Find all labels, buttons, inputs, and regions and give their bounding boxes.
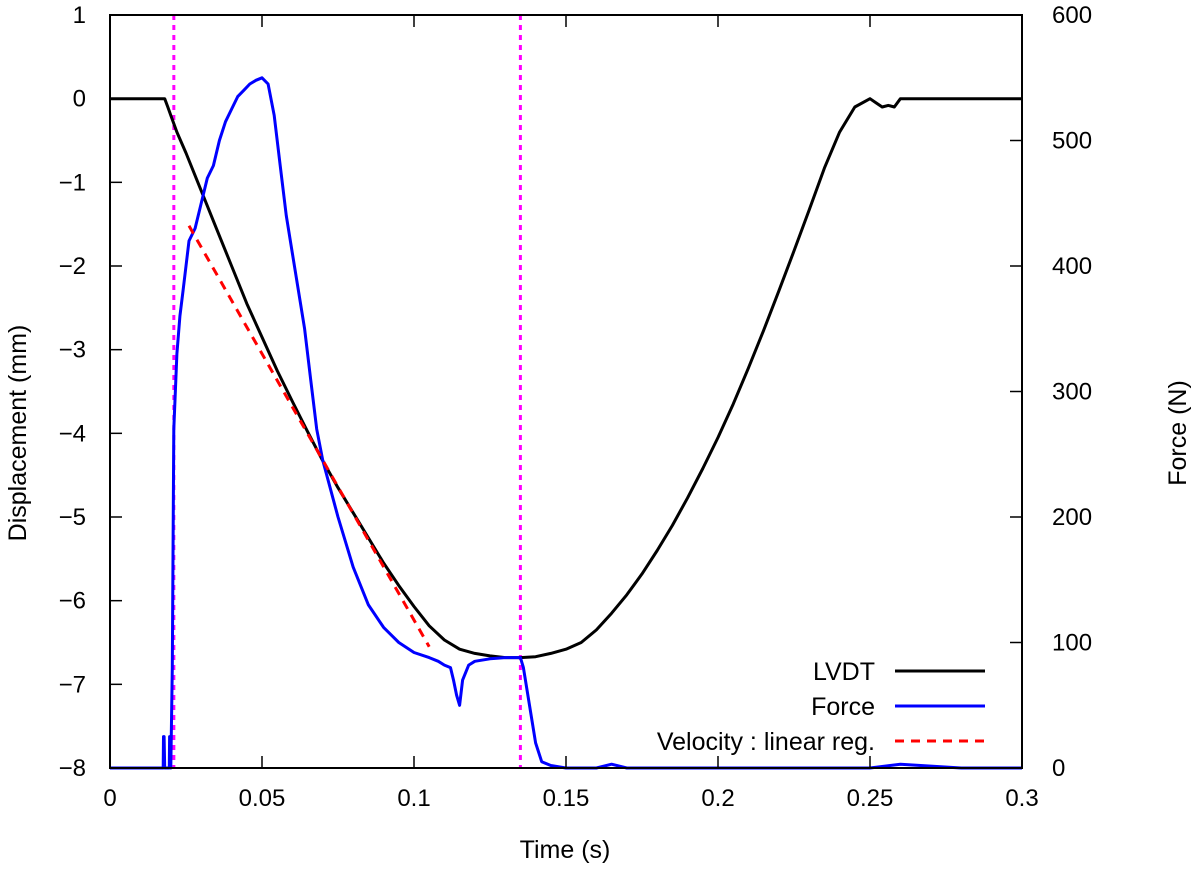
y-axis-title: Displacement (mm) (4, 325, 32, 542)
x-tick-label: 0.05 (239, 785, 286, 812)
y-tick-label: 1 (73, 2, 86, 29)
legend-label-lvdt: LVDT (813, 658, 875, 686)
x-tick-label: 0 (103, 785, 116, 812)
legend-label-velocity-linear-reg: Velocity : linear reg. (657, 728, 875, 756)
y2-axis-title: Force (N) (1164, 380, 1192, 486)
x-tick-label: 0.1 (397, 785, 430, 812)
plot-area (110, 15, 1022, 770)
x-tick-label: 0.15 (543, 785, 590, 812)
x-axis-title: Time (s) (520, 836, 611, 864)
y2-tick-label: 300 (1052, 379, 1092, 406)
y-tick-label: 0 (73, 86, 86, 113)
legend: LVDT Force Velocity : linear reg. (657, 658, 985, 756)
series-line-velocity-linear-reg (187, 225, 431, 648)
y2-tick-label: 0 (1052, 755, 1065, 782)
y2-tick-label: 500 (1052, 128, 1092, 155)
series-line-force (110, 76, 1022, 770)
y-tick-label: −6 (59, 588, 86, 615)
series-line-lvdt (110, 97, 1022, 660)
legend-label-force: Force (811, 693, 875, 721)
x-tick-label: 0.25 (847, 785, 894, 812)
x-tick-label: 0.3 (1005, 785, 1038, 812)
y-tick-label: −7 (59, 671, 86, 698)
y2-tick-label: 100 (1052, 630, 1092, 657)
y2-tick-label: 600 (1052, 2, 1092, 29)
plot-frame (109, 14, 1023, 769)
y2-tick-label: 200 (1052, 504, 1092, 531)
y2-tick-label: 400 (1052, 253, 1092, 280)
y-tick-label: −1 (59, 169, 86, 196)
y-tick-label: −3 (59, 337, 86, 364)
x-tick-label: 0.2 (701, 785, 734, 812)
axes: 0 0.05 0.1 0.15 0.2 0.25 0.3 1 0 −1 −2 −3 −4 −5 −6 −7 −8… (59, 2, 1092, 812)
y-tick-label: −2 (59, 253, 86, 280)
y-tick-label: −5 (59, 504, 86, 531)
y-tick-label: −8 (59, 755, 86, 782)
y-tick-label: −4 (59, 420, 86, 447)
